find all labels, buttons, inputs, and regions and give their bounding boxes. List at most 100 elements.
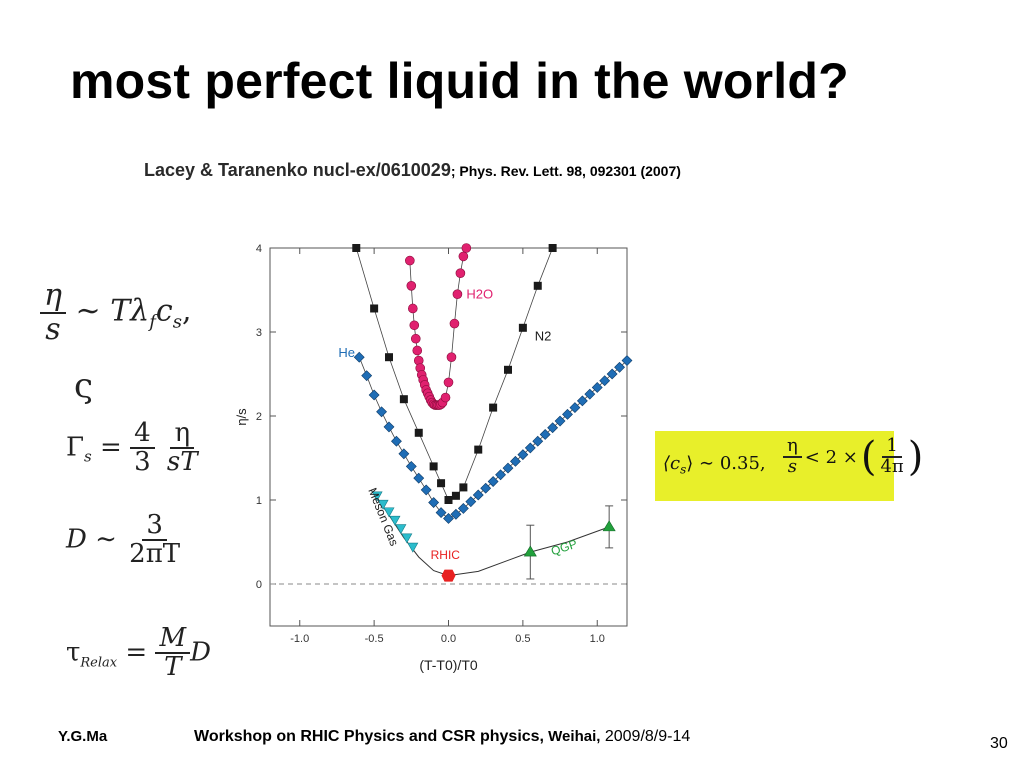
eq5-sub: Relax bbox=[80, 655, 118, 671]
he-point bbox=[398, 448, 410, 460]
equation-sigma-symbol: ς bbox=[74, 366, 93, 406]
x-tick-label: 1.0 bbox=[590, 633, 605, 645]
eq3-d1: 3 bbox=[134, 447, 151, 478]
he-point bbox=[420, 484, 432, 496]
he-point bbox=[428, 497, 440, 508]
y-tick-label: 3 bbox=[256, 327, 262, 339]
he-point bbox=[584, 388, 596, 400]
he-point bbox=[547, 422, 559, 434]
h2o-point bbox=[409, 320, 420, 331]
eq5-den: T bbox=[164, 652, 182, 683]
n2-point bbox=[370, 304, 379, 313]
n2-point bbox=[533, 281, 542, 290]
box-sub: s bbox=[680, 462, 687, 477]
reference-arxiv: Lacey & Taranenko nucl-ex/0610029 bbox=[144, 160, 451, 180]
eq3-lhs: Γ bbox=[66, 432, 85, 463]
eq2-symbol: ς bbox=[74, 366, 94, 406]
he-point bbox=[517, 449, 529, 461]
x-tick-label: -0.5 bbox=[365, 633, 384, 645]
n2-point bbox=[451, 491, 460, 500]
meson-gas-point bbox=[377, 499, 389, 510]
n2-point bbox=[504, 365, 512, 374]
n2-point bbox=[518, 323, 527, 332]
rhic-label: RHIC bbox=[431, 548, 461, 562]
h2o-point bbox=[408, 303, 418, 314]
reference-journal: ; Phys. Rev. Lett. 98, 092301 (2007) bbox=[450, 163, 681, 179]
x-tick-label: 0.5 bbox=[515, 633, 530, 645]
reference-citation: Lacey & Taranenko nucl-ex/0610029; Phys.… bbox=[144, 160, 681, 181]
meson-gas-point bbox=[395, 524, 407, 535]
theory-curve bbox=[370, 489, 610, 577]
he-point bbox=[376, 406, 387, 418]
he-line bbox=[358, 357, 628, 519]
eq1-denominator: s bbox=[45, 311, 61, 347]
y-tick-label: 2 bbox=[256, 411, 262, 423]
box-num: η bbox=[783, 436, 802, 458]
eq3-sub: s bbox=[84, 447, 92, 466]
he-point bbox=[569, 402, 581, 414]
eq3-equals: = bbox=[100, 432, 122, 463]
box-den: s bbox=[787, 456, 798, 477]
he-point bbox=[450, 508, 462, 520]
y-axis-label: η/s bbox=[234, 408, 249, 426]
n2-point bbox=[444, 496, 453, 504]
h2o-point bbox=[449, 318, 460, 329]
n2-line bbox=[355, 247, 553, 501]
eta-over-s-chart: 0 1 2 3 4 -1.0 -0.5 0.0 0.5 1.0 (T-T0)/T0 η/s H2O N2 H… bbox=[234, 243, 633, 673]
qgp-point bbox=[523, 545, 537, 557]
h2o-point bbox=[461, 243, 472, 253]
eq3-n1: 4 bbox=[130, 419, 155, 450]
footer-author: Y.G.Ma bbox=[58, 728, 108, 745]
he-point bbox=[353, 351, 365, 363]
x-axis-label: (T-T0)/T0 bbox=[419, 657, 478, 673]
eq3-n2: η bbox=[170, 419, 195, 450]
box-paren-close: ) bbox=[907, 434, 924, 480]
eq1-tail: , bbox=[181, 293, 192, 329]
meson-gas-point bbox=[371, 491, 383, 502]
eq5-equals: = bbox=[125, 637, 148, 668]
he-point bbox=[361, 370, 373, 382]
he-point bbox=[576, 395, 588, 407]
he-point bbox=[472, 489, 484, 501]
he-point bbox=[510, 455, 521, 467]
eq1-numerator: η bbox=[40, 280, 66, 314]
n2-point bbox=[352, 244, 361, 252]
he-point bbox=[502, 462, 514, 474]
n2-point bbox=[385, 353, 393, 362]
n2-point bbox=[459, 483, 468, 492]
he-point bbox=[562, 408, 573, 420]
h2o-point bbox=[406, 280, 417, 291]
qgp-label: QGP bbox=[549, 537, 579, 559]
eq1-sub2: s bbox=[172, 311, 182, 333]
y-tick-label: 1 bbox=[256, 495, 262, 507]
qgp-point bbox=[602, 520, 616, 532]
n2-point bbox=[437, 479, 446, 488]
he-point bbox=[599, 375, 611, 387]
eq5-num: M bbox=[155, 624, 191, 655]
n2-point bbox=[414, 428, 423, 437]
he-point bbox=[383, 421, 395, 433]
he-label: He bbox=[338, 345, 355, 360]
footer-place: Weihai, bbox=[544, 728, 601, 745]
h2o-point bbox=[405, 255, 415, 266]
he-point bbox=[457, 502, 469, 514]
eq1-rhs2: c bbox=[155, 293, 173, 329]
page-number: 30 bbox=[990, 735, 1008, 752]
h2o-label: H2O bbox=[466, 286, 493, 301]
h2o-point bbox=[455, 268, 466, 279]
eq4-den: 2πT bbox=[129, 539, 181, 570]
h2o-point bbox=[410, 333, 421, 344]
he-point bbox=[606, 368, 618, 380]
equation-diffusion: D ∼ 3 2πT bbox=[66, 511, 184, 570]
he-point bbox=[591, 382, 603, 393]
h2o-point bbox=[443, 377, 454, 388]
box-cs-expression: ⟨cs⟩ ∼ 0.35, bbox=[663, 453, 766, 477]
n2-point bbox=[399, 395, 408, 404]
n2-point bbox=[548, 244, 557, 252]
he-point bbox=[435, 507, 447, 519]
eq4-num: 3 bbox=[142, 511, 167, 542]
he-point bbox=[539, 429, 551, 440]
